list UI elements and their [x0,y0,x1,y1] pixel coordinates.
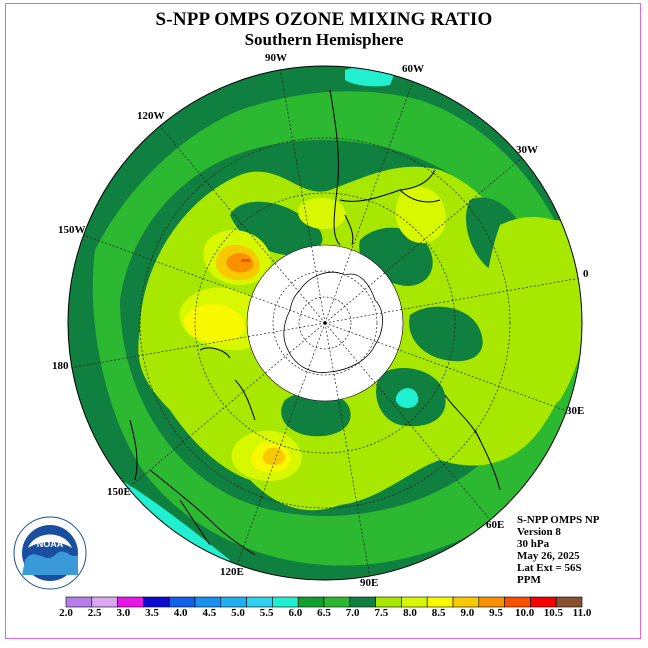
meridian-line [324,322,491,521]
colorbar-tick-label: 10.5 [543,607,563,619]
colorbar-tick-label: 6.5 [317,607,331,619]
contour-8.0-8.5 [395,186,446,244]
contour-patch [281,391,351,437]
contour-patch [409,306,483,362]
lon-label-90e: 90E [360,577,379,589]
contour-8.5-9.0 [184,304,245,342]
lon-label-90w: 90W [265,52,287,64]
colorbar-tick-label: 5.0 [231,607,245,619]
colorbar-tick-label: 10.0 [515,607,535,619]
latitude-circle-cap [272,270,378,376]
graticule [71,69,579,577]
colorbar-tick-label: 5.5 [259,607,274,619]
info-date: May 26, 2025 [517,550,580,562]
colorbar-tick-label: 6.0 [288,607,303,619]
colorbar-tick-label: 2.0 [59,607,73,619]
lon-label-180: 180 [52,360,69,372]
colorbar-tick-label: 7.5 [374,607,389,619]
lon-label-60w: 60W [402,63,424,75]
meridian-line [324,157,523,324]
colorbar-tick-label: 7.0 [345,607,360,619]
lon-label-150e: 150E [107,486,131,498]
contour-7.5-8.0-east [484,217,582,411]
meridian-line [324,278,579,324]
meridian-line [127,322,326,489]
latitude-circle-cap [298,296,352,350]
lon-label-120e: 120E [220,566,244,578]
meridian-line [83,234,326,324]
meridian-line [236,322,326,565]
lon-label-120w: 120W [137,110,165,122]
info-instrument: S-NPP OMPS NP [517,514,600,526]
meridian-line [71,322,326,368]
colorbar-tick-label: 3.0 [116,607,131,619]
map-subtitle: Southern Hemisphere [244,30,404,49]
map-title: S-NPP OMPS OZONE MIXING RATIO [155,9,493,30]
meridian-line [159,125,326,324]
info-pressure: 30 hPa [517,538,550,550]
colorbar-tick-label: 9.5 [489,607,503,619]
meridian-line [324,322,567,412]
colorbar-tick-label: 11.0 [572,607,592,619]
info-lat-extent: Lat Ext = 56S [517,562,582,574]
colorbar-tick-label: 4.0 [173,607,188,619]
meridian-line [324,81,414,324]
lon-label-0: 0 [583,268,589,280]
contour-9.5-10.0 [226,253,254,273]
info-block: S-NPP OMPS NP Version 8 30 hPa May 26, 2… [517,514,600,586]
coastlines [129,89,501,556]
latitude-circle [139,137,511,509]
colorbar-tick-label: 8.5 [431,607,446,619]
south-pole-marker [323,321,327,325]
lon-label-60e: 60E [486,519,505,531]
contour-5.5-6.0 [395,388,419,408]
colorbar-tick-label: 9.0 [460,607,475,619]
colorbar-tick-label: 2.5 [87,607,102,619]
lon-label-150w: 150W [58,224,86,236]
info-version: Version 8 [517,526,561,538]
contour-9.0-9.5 [262,447,286,466]
colorbar-tick-label: 8.0 [403,607,417,619]
lon-label-30e: 30E [566,405,585,417]
info-units: PPM [517,574,541,586]
colorbar-tick-label: 4.5 [202,607,217,619]
colorbar-tick-label: 3.5 [145,607,159,619]
lon-label-30w: 30W [516,144,538,156]
latitude-circle [194,192,456,454]
meridian-line [324,322,370,577]
meridian-line [280,69,326,324]
contour-10.0-10.5 [241,259,250,262]
map-boundary [67,65,583,581]
antarctica-coastline [283,271,383,373]
